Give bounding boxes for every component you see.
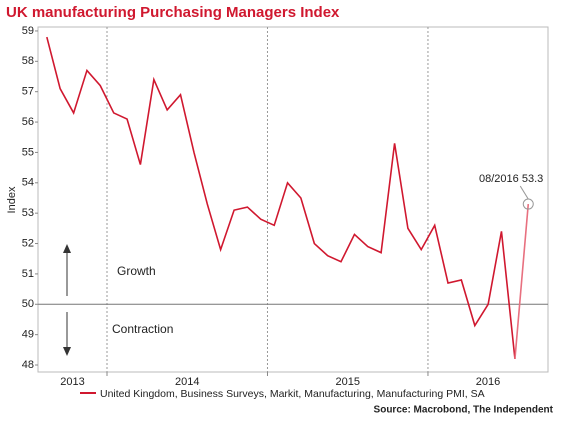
x-tick-label: 2013 <box>60 376 84 388</box>
growth-label: Growth <box>117 264 156 278</box>
legend-label: United Kingdom, Business Surveys, Markit… <box>100 388 485 400</box>
source: Source: Macrobond, The Independent <box>374 405 554 416</box>
y-tick-label: 49 <box>22 329 34 341</box>
growth-arrow <box>63 244 71 296</box>
y-tick-label: 59 <box>22 25 34 37</box>
x-tick-label: 2016 <box>476 376 500 388</box>
y-tick-label: 53 <box>22 207 34 219</box>
annotation-leader <box>519 185 529 200</box>
y-tick-label: 50 <box>22 298 34 310</box>
contraction-label: Contraction <box>112 322 173 336</box>
chart-title: UK manufacturing Purchasing Managers Ind… <box>6 4 340 21</box>
y-tick-label: 56 <box>22 116 34 128</box>
x-tick-label: 2015 <box>335 376 359 388</box>
pmi-line <box>46 36 516 360</box>
y-tick-label: 55 <box>22 146 34 158</box>
x-tick-label: 2014 <box>175 376 199 388</box>
y-tick-label: 51 <box>22 268 34 280</box>
latest-segment <box>514 203 530 360</box>
annotation: 08/2016 53.3 <box>479 173 543 185</box>
y-tick-label: 52 <box>22 237 34 249</box>
y-tick-label: 57 <box>22 86 34 98</box>
y-tick-label: 58 <box>22 55 34 67</box>
y-tick-label: 48 <box>22 359 34 371</box>
contraction-arrow <box>63 312 71 356</box>
plot-frame <box>37 26 549 373</box>
y-tick-label: 54 <box>22 177 34 189</box>
y-axis-label: Index <box>6 186 18 213</box>
